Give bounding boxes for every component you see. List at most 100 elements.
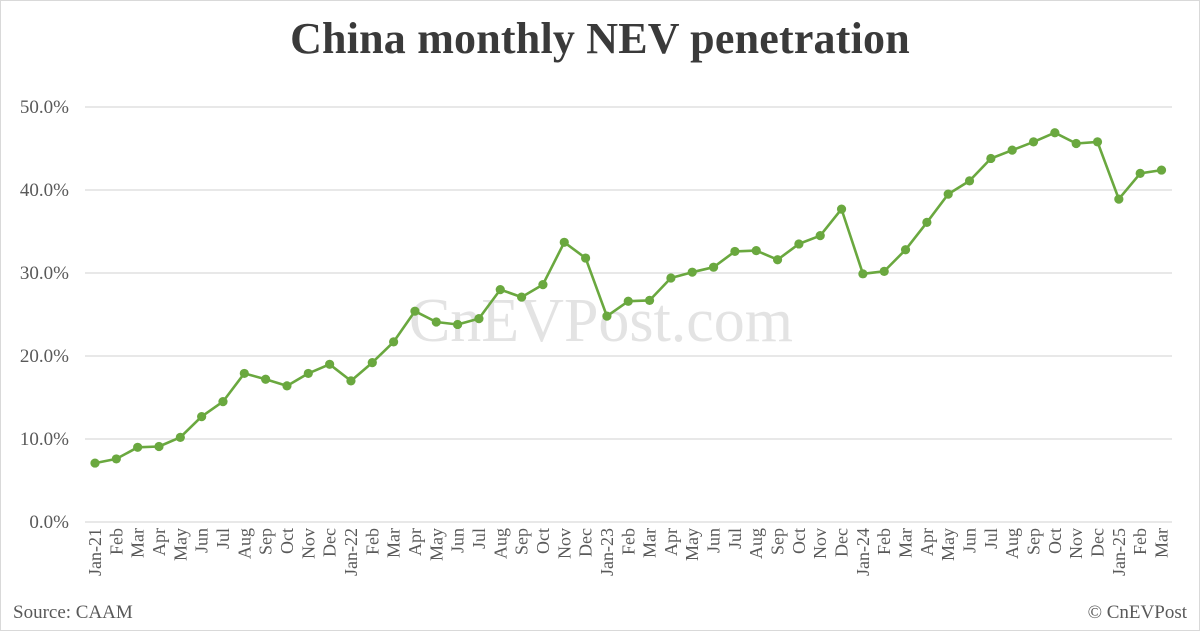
x-tick-label: May [170,528,190,561]
data-point-marker [1156,165,1167,175]
x-tick-label: Feb [618,528,638,555]
x-tick-label: Sep [256,528,276,555]
data-point-marker [325,359,335,369]
data-point-marker [90,458,100,468]
data-point-marker [687,267,697,277]
x-tick-label: Dec [832,528,852,557]
copyright-note: © CnEVPost [1087,602,1187,623]
data-point-marker [1114,194,1124,204]
data-point-marker [602,311,612,321]
x-tick-label: Sep [1024,528,1044,555]
x-tick-label: Apr [405,528,425,556]
data-point-marker [836,204,847,214]
x-tick-label: Aug [490,528,510,559]
y-tick-label: 0.0% [29,512,69,533]
chart-title: China monthly NEV penetration [290,14,910,63]
x-tick-label: Dec [1088,528,1108,557]
data-point-marker [538,280,548,290]
x-tick-label: Nov [554,528,574,559]
data-point-marker [1092,137,1103,147]
x-tick-label: Jul [981,528,1001,549]
data-point-marker [879,266,889,276]
x-tick-label: Jun [960,528,980,553]
data-point-marker [239,368,249,379]
data-point-marker [410,306,420,316]
x-tick-label: Dec [320,528,340,557]
data-point-marker [453,319,463,330]
data-point-marker [495,285,505,295]
x-tick-label: Apr [661,528,681,556]
data-point-marker [751,245,761,256]
data-point-marker [730,246,740,257]
x-tick-label: Sep [768,528,788,555]
x-tick-label: Aug [234,528,254,559]
data-point-marker [943,189,953,199]
data-point-marker [111,454,121,464]
x-tick-label: Jul [725,528,745,549]
data-point-marker [431,317,441,327]
x-tick-label: Jul [213,528,233,549]
data-point-marker [1028,137,1039,147]
data-point-marker [218,397,228,407]
data-point-marker [900,245,911,255]
x-axis-ticks: Jan-21 Feb Mar Apr May Jun Jul Aug Sep Oct Nov Dec J… [85,528,1172,576]
data-point-marker [794,239,804,249]
data-point-marker [197,411,207,422]
x-tick-label: Mar [640,528,660,558]
x-tick-label: Apr [149,528,169,556]
x-tick-label: Feb [106,528,126,555]
x-tick-label: Oct [533,528,553,554]
data-point-marker [815,231,825,241]
y-tick-label: 20.0% [20,346,69,367]
data-point-marker [389,337,399,347]
data-point-marker [964,176,975,186]
x-tick-label: Nov [810,528,830,559]
x-tick-label: Jul [469,528,489,549]
x-tick-label: Mar [1152,528,1172,558]
y-tick-label: 50.0% [20,97,69,118]
data-point-marker [1007,145,1017,155]
data-point-marker [1135,168,1145,178]
data-point-marker [559,237,569,247]
x-tick-label: Jan-25 [1109,528,1129,576]
x-tick-label: Mar [896,528,916,558]
x-tick-label: May [426,528,446,561]
x-tick-label: Jan-22 [341,528,361,576]
gridlines [85,106,1172,523]
y-tick-label: 40.0% [20,180,69,201]
y-tick-label: 30.0% [20,263,69,284]
data-point-marker [623,296,633,306]
x-tick-label: Jan-24 [853,528,873,576]
data-point-marker [154,441,164,452]
x-tick-label: Jan-21 [85,528,105,576]
data-point-marker [772,255,783,265]
data-point-marker [1071,138,1081,149]
series-nev-penetration [90,128,1167,468]
data-point-marker [474,314,484,324]
source-note: Source: CAAM [13,602,133,623]
x-tick-label: Aug [746,528,766,559]
y-tick-label: 10.0% [20,429,69,450]
x-tick-label: Oct [277,528,297,554]
data-point-marker [261,374,271,384]
x-tick-label: Nov [1066,528,1086,559]
x-tick-label: Nov [298,528,318,559]
x-tick-label: Feb [362,528,382,555]
x-tick-label: Sep [512,528,532,555]
x-tick-label: Oct [789,528,809,554]
data-point-marker [666,273,676,283]
x-tick-label: May [682,528,702,561]
x-tick-label: Mar [384,528,404,558]
data-point-marker [175,432,185,442]
x-tick-label: Mar [128,528,148,558]
data-point-marker [303,368,313,379]
data-point-marker [580,253,591,263]
x-tick-label: Aug [1002,528,1022,559]
data-point-marker [644,295,655,305]
y-axis-ticks: 0.0% 10.0% 20.0% 30.0% 40.0% 50.0% [20,97,69,533]
x-tick-label: Jan-23 [597,528,617,576]
data-point-marker [133,442,143,452]
data-point-marker [367,358,377,368]
